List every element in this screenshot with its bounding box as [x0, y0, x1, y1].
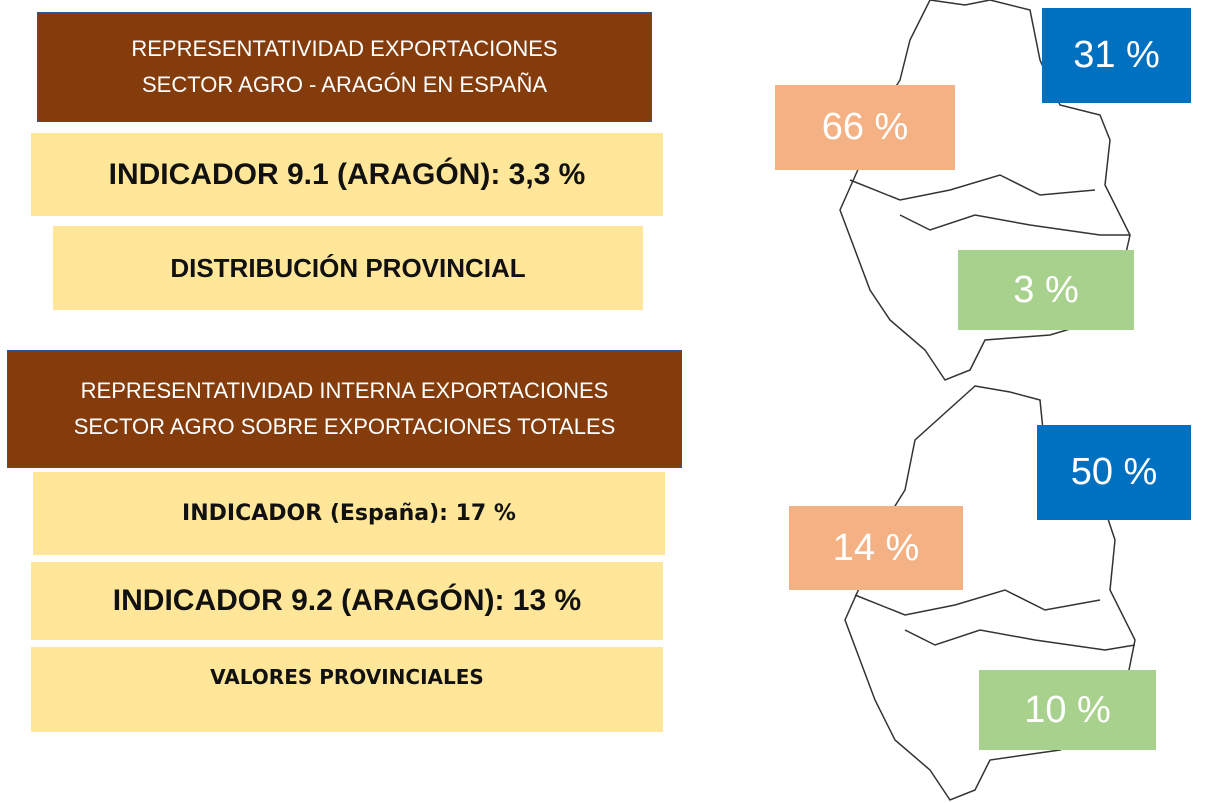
huesca-label: 31 % [1042, 8, 1191, 103]
zaragoza-label: 14 % [789, 506, 963, 590]
header-line: REPRESENTATIVIDAD EXPORTACIONES [131, 36, 558, 61]
indicator-box: INDICADOR (España): 17 % [33, 472, 665, 555]
header-box: REPRESENTATIVIDAD EXPORTACIONES SECTOR A… [37, 12, 652, 122]
subtitle-box: DISTRIBUCIÓN PROVINCIAL [53, 226, 643, 310]
subtitle-box: VALORES PROVINCIALES [31, 647, 663, 732]
teruel-label: 3 % [958, 250, 1134, 330]
teruel-label: 10 % [979, 670, 1156, 750]
header-line: SECTOR AGRO SOBRE EXPORTACIONES TOTALES [73, 414, 616, 439]
indicator-text: INDICADOR (España): 17 % [182, 501, 516, 526]
zaragoza-label: 66 % [775, 85, 955, 170]
header-line: REPRESENTATIVIDAD INTERNA EXPORTACIONES [80, 378, 609, 403]
indicator-text: INDICADOR 9.2 (ARAGÓN): 13 % [112, 584, 582, 617]
indicator-box: INDICADOR 9.1 (ARAGÓN): 3,3 % [31, 133, 663, 216]
indicator-text: INDICADOR 9.1 (ARAGÓN): 3,3 % [108, 157, 586, 191]
header-line: SECTOR AGRO - ARAGÓN EN ESPAÑA [141, 72, 548, 97]
subtitle-text: DISTRIBUCIÓN PROVINCIAL [170, 252, 526, 283]
indicator-box: INDICADOR 9.2 (ARAGÓN): 13 % [31, 562, 663, 640]
subtitle-text: VALORES PROVINCIALES [210, 665, 484, 689]
header-box: REPRESENTATIVIDAD INTERNA EXPORTACIONES … [7, 350, 682, 468]
huesca-label: 50 % [1037, 425, 1191, 520]
